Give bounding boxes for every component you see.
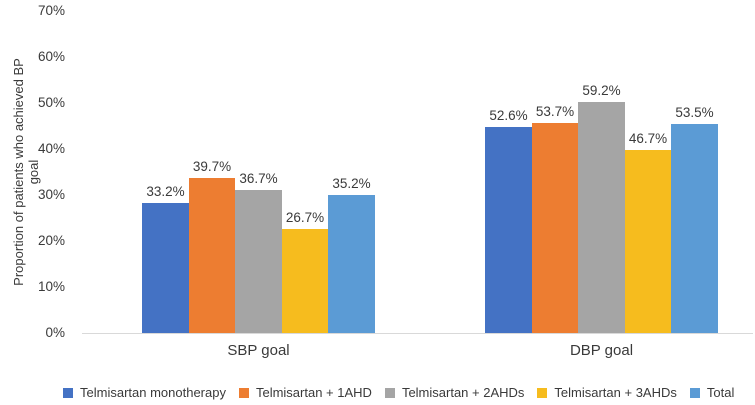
category-label: DBP goal [569, 342, 634, 359]
legend-item: Telmisartan monotherapy [63, 383, 226, 403]
bar-data-label: 53.5% [675, 105, 714, 120]
legend-swatch-icon [63, 388, 73, 398]
bar [189, 178, 235, 333]
bar [671, 124, 718, 333]
legend-item: Telmisartan + 3AHDs [537, 383, 677, 403]
legend-item: Total [689, 383, 735, 403]
bar-data-label: 35.2% [332, 176, 371, 191]
y-tick-label: 50% [37, 95, 65, 110]
y-tick-label: 30% [37, 187, 65, 202]
legend-label: Telmisartan monotherapy [80, 385, 226, 400]
y-tick-label: 60% [37, 49, 65, 64]
bar-group-dbp-goal: 52.6% 53.7% 59.2% 46.7% 53.5% [485, 0, 718, 333]
legend-swatch-icon [384, 388, 395, 398]
bar [235, 190, 282, 333]
bar [625, 150, 671, 333]
y-tick-label: 10% [37, 279, 65, 294]
bar-data-label: 26.7% [285, 210, 325, 225]
bar [578, 102, 625, 333]
y-tick-label: 0% [45, 325, 65, 340]
legend: Telmisartan monotherapy Telmisartan + 1AH… [63, 383, 734, 403]
bar-data-label: 59.2% [582, 83, 621, 98]
bar [532, 123, 578, 333]
bar [485, 127, 532, 333]
category-label: SBP goal [227, 342, 290, 359]
bar-group-sbp-goal: 33.2% 39.7% 36.7% 26.7% 35.2% [142, 0, 375, 333]
legend-label: Telmisartan + 1AHD [255, 385, 372, 400]
bar-data-label: 36.7% [239, 171, 278, 186]
legend-swatch-icon [689, 388, 700, 398]
y-tick-label: 20% [37, 233, 65, 248]
bar-data-label: 46.7% [628, 131, 668, 146]
legend-swatch-icon [238, 388, 249, 398]
y-tick-label: 70% [37, 3, 65, 18]
legend-swatch-icon [537, 388, 548, 398]
y-tick-label: 40% [37, 141, 65, 156]
x-axis-line [82, 333, 753, 334]
legend-item: Telmisartan + 1AHD [238, 383, 372, 403]
bar-data-label: 39.7% [192, 159, 232, 174]
legend-item: Telmisartan + 2AHDs [384, 383, 525, 403]
legend-label: Telmisartan + 2AHDs [401, 385, 525, 400]
bar-data-label: 53.7% [535, 104, 575, 119]
bar [282, 229, 328, 333]
bar [328, 195, 375, 333]
legend-label: Telmisartan + 3AHDs [554, 385, 677, 400]
bar-data-label: 52.6% [489, 108, 528, 123]
bar [142, 203, 189, 333]
legend-label: Total [706, 385, 735, 400]
bar-data-label: 33.2% [146, 184, 185, 199]
